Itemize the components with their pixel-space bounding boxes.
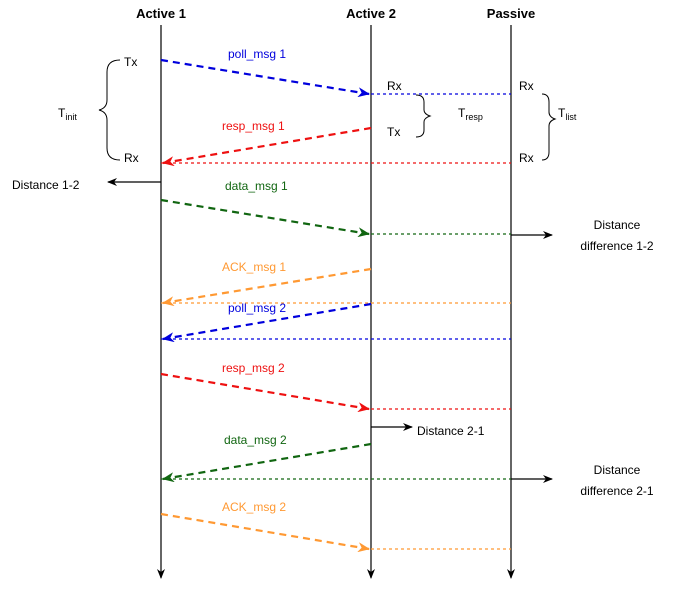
ack-msg-1-arrow bbox=[162, 267, 372, 307]
data-msg-2-arrow bbox=[162, 442, 372, 483]
t-init-brace bbox=[98, 59, 121, 161]
rx-label-passive-1: Rx bbox=[519, 79, 534, 93]
poll-msg-1-label: poll_msg 1 bbox=[228, 47, 286, 61]
lane-header-active-1: Active 1 bbox=[136, 6, 186, 21]
ack-msg-2-arrow bbox=[160, 512, 370, 553]
ack-msg-2-label: ACK_msg 2 bbox=[222, 500, 286, 514]
distance-2-1-label: Distance 2-1 bbox=[417, 424, 485, 438]
data-msg-2-label: data_msg 2 bbox=[224, 433, 287, 447]
lane-header-passive: Passive bbox=[487, 6, 535, 21]
rx-label-passive-2: Rx bbox=[519, 151, 534, 165]
distance-difference-1-2-label-line2: difference 1-2 bbox=[580, 239, 653, 253]
rx-label-active-2: Rx bbox=[387, 79, 402, 93]
data-msg-1-label: data_msg 1 bbox=[225, 179, 288, 193]
t-list-brace bbox=[541, 93, 557, 161]
ack-msg-1-label: ACK_msg 1 bbox=[222, 260, 286, 274]
poll-msg-2-label: poll_msg 2 bbox=[228, 301, 286, 315]
resp-msg-1-arrow bbox=[162, 126, 372, 167]
distance-difference-2-1-label-line1: Distance bbox=[594, 463, 641, 477]
distance-difference-1-2-label-line1: Distance bbox=[594, 218, 641, 232]
resp-msg-1-label: resp_msg 1 bbox=[222, 119, 285, 133]
t-list-label: Tlist bbox=[558, 106, 577, 122]
resp-msg-2-label: resp_msg 2 bbox=[222, 361, 285, 375]
distance-1-2-label: Distance 1-2 bbox=[12, 178, 80, 192]
poll-msg-1-arrow bbox=[160, 58, 370, 98]
t-init-label: Tinit bbox=[58, 106, 77, 122]
tx-label-active-1: Tx bbox=[124, 55, 137, 69]
distance-difference-2-1-label-line2: difference 2-1 bbox=[580, 484, 653, 498]
rx-label-active-1: Rx bbox=[124, 151, 139, 165]
data-msg-1-arrow bbox=[160, 198, 370, 238]
tx-label-active-2: Tx bbox=[387, 125, 400, 139]
t-resp-brace bbox=[415, 94, 432, 138]
lane-header-active-2: Active 2 bbox=[346, 6, 396, 21]
t-resp-label: Tresp bbox=[458, 106, 483, 122]
resp-msg-2-arrow bbox=[160, 372, 370, 413]
